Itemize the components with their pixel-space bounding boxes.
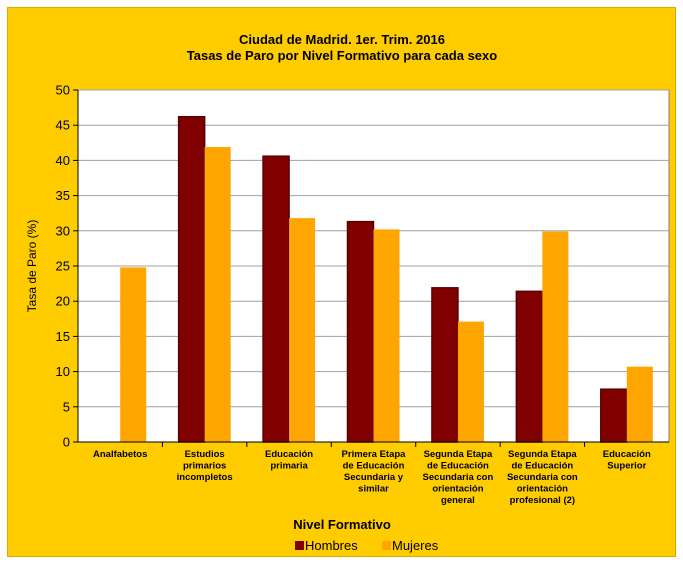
bar-hombres xyxy=(431,287,459,443)
x-category-label: Segunda Etapa de Educación Secundaria con o… xyxy=(423,449,494,506)
chart-canvas: Ciudad de Madrid. 1er. Trim. 2016 Tasas … xyxy=(25,32,670,553)
y-tick-label: 30 xyxy=(56,223,70,238)
chart-area: Ciudad de Madrid. 1er. Trim. 2016 Tasas … xyxy=(7,7,676,557)
bar-mujeres xyxy=(373,229,400,442)
legend: Hombres Mujeres xyxy=(295,538,439,553)
y-tick-label: 25 xyxy=(56,259,70,274)
legend-label-hombres: Hombres xyxy=(305,538,358,553)
bar-hombres xyxy=(600,388,628,443)
y-axis-title: Tasa de Paro (%) xyxy=(25,220,39,313)
x-category-label: Educación Superior xyxy=(603,449,651,472)
bar-hombres xyxy=(177,116,206,443)
legend-swatch-hombres xyxy=(295,541,304,550)
y-tick-label: 0 xyxy=(63,435,70,450)
bar-mujeres xyxy=(120,267,147,442)
x-category-label: Estudios primarios incompletos xyxy=(177,449,233,483)
x-category-label: Analfabetos xyxy=(93,449,147,460)
bar-hombres xyxy=(515,290,544,443)
chart-title-line-2: Tasas de Paro por Nivel Formativo para c… xyxy=(187,48,497,63)
bar-mujeres xyxy=(626,366,653,442)
bar-mujeres xyxy=(542,231,569,442)
bar-hombres xyxy=(262,155,290,443)
y-tick-label: 20 xyxy=(56,294,70,309)
x-category-label: Educación primaria xyxy=(265,449,313,472)
bars xyxy=(120,116,653,443)
legend-label-mujeres: Mujeres xyxy=(392,538,439,553)
x-category-label: Primera Etapa de Educación Secundaria y sim… xyxy=(342,449,407,495)
x-axis-title: Nivel Formativo xyxy=(293,517,391,532)
legend-swatch-mujeres xyxy=(382,541,391,550)
y-tick-label: 40 xyxy=(56,153,70,168)
y-tick-label: 5 xyxy=(63,399,70,414)
y-tick-label: 10 xyxy=(56,364,70,379)
x-category-label: Segunda Etapa de Educación Secundaria con o… xyxy=(507,449,578,506)
bar-mujeres xyxy=(457,321,484,442)
y-axis-ticks: 0 5 10 15 20 25 30 35 40 45 50 xyxy=(56,83,669,450)
y-tick-label: 35 xyxy=(56,188,70,203)
bar-mujeres xyxy=(289,218,316,442)
bar-hombres xyxy=(346,220,375,443)
y-tick-label: 50 xyxy=(56,83,70,98)
y-tick-label: 45 xyxy=(56,118,70,133)
bar-mujeres xyxy=(204,147,231,443)
x-axis-categories: Analfabetos Estudios primarios incompletos E… xyxy=(93,442,651,506)
chart-title-line-1: Ciudad de Madrid. 1er. Trim. 2016 xyxy=(239,32,445,47)
y-tick-label: 15 xyxy=(56,329,70,344)
